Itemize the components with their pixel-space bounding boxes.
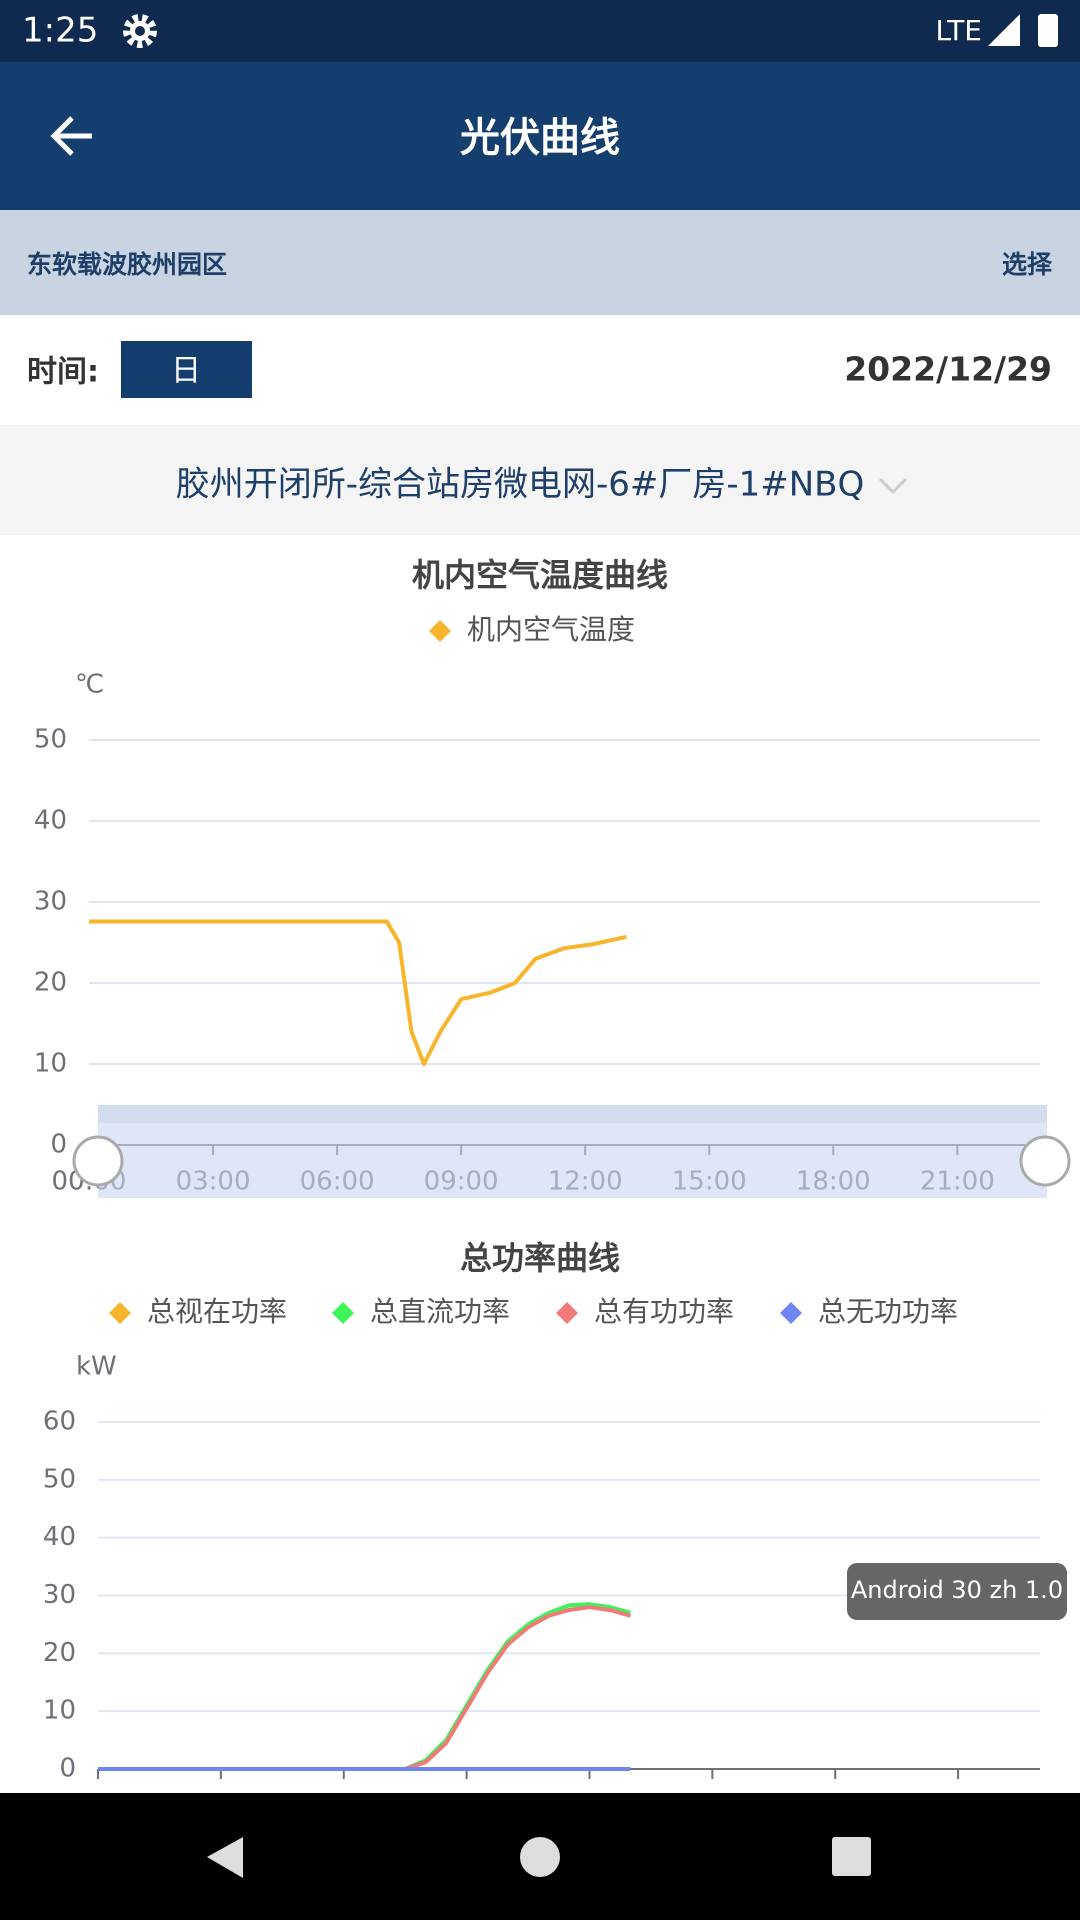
device-selector[interactable]: 胶州开闭所-综合站房微电网-6#厂房-1#NBQ bbox=[176, 465, 865, 505]
legend-marker bbox=[780, 1302, 802, 1324]
y-axis-unit: ℃ bbox=[75, 670, 104, 700]
zoom-bar bbox=[98, 1105, 1047, 1123]
legend-marker bbox=[429, 620, 451, 642]
series-line bbox=[98, 1602, 631, 1771]
legend-label: 总视在功率 bbox=[147, 1295, 287, 1328]
charts: 机内空气温度曲线℃0102030405000:0003:0006:0009:00… bbox=[34, 556, 1040, 1784]
legend-marker bbox=[332, 1302, 354, 1324]
status-time: 1:25 bbox=[22, 11, 98, 51]
time-label: 时间: bbox=[27, 355, 99, 390]
site-name: 东软载波胶州园区 bbox=[27, 250, 227, 279]
legend-marker bbox=[109, 1302, 131, 1324]
zoom-handle[interactable] bbox=[72, 1135, 124, 1187]
y-tick-label: 40 bbox=[34, 806, 67, 836]
series-line bbox=[89, 919, 627, 1066]
y-axis-unit: kW bbox=[76, 1352, 117, 1382]
chart-title: 机内空气温度曲线 bbox=[412, 556, 668, 594]
chart-title: 总功率曲线 bbox=[460, 1239, 620, 1277]
y-tick-label: 30 bbox=[43, 1580, 76, 1610]
y-tick-label: 50 bbox=[34, 725, 67, 755]
app-bar bbox=[0, 62, 1080, 210]
series-line bbox=[98, 1605, 631, 1771]
y-tick-label: 20 bbox=[34, 968, 67, 998]
legend-marker bbox=[556, 1302, 578, 1324]
settings-icon bbox=[123, 14, 157, 48]
signal-icon bbox=[988, 14, 1020, 46]
toast-text: Android 30 zh 1.0 bbox=[851, 1576, 1063, 1604]
page-title: 光伏曲线 bbox=[460, 115, 620, 161]
device-bar bbox=[0, 425, 1080, 535]
legend-label: 总无功功率 bbox=[818, 1295, 958, 1328]
toast bbox=[847, 1563, 1067, 1620]
y-tick-label: 10 bbox=[43, 1696, 76, 1726]
select-button[interactable]: 选择 bbox=[1002, 250, 1053, 279]
mode-button[interactable] bbox=[121, 341, 252, 398]
y-tick-label: 40 bbox=[43, 1522, 76, 1552]
legend-label: 总有功功率 bbox=[594, 1295, 734, 1328]
dropdown-icon bbox=[878, 477, 908, 495]
status-network: LTE bbox=[935, 14, 982, 47]
nav-home[interactable] bbox=[520, 1837, 560, 1877]
status-bar bbox=[0, 0, 1080, 62]
y-tick-label: 0 bbox=[59, 1754, 76, 1784]
y-tick-label: 60 bbox=[43, 1407, 76, 1437]
legend-label: 总直流功率 bbox=[370, 1295, 510, 1328]
site-bar bbox=[0, 210, 1080, 315]
series-line bbox=[98, 1605, 631, 1771]
date-picker[interactable]: 2022/12/29 bbox=[844, 350, 1052, 389]
nav-back[interactable] bbox=[207, 1837, 243, 1878]
mode-label[interactable]: 日 bbox=[171, 354, 201, 389]
y-tick-label: 0 bbox=[50, 1130, 67, 1160]
zoom-slider[interactable] bbox=[72, 1105, 1071, 1198]
y-tick-label: 30 bbox=[34, 887, 67, 917]
legend-label: 机内空气温度 bbox=[467, 613, 635, 646]
zoom-handle[interactable] bbox=[1019, 1135, 1071, 1187]
nav-recents[interactable] bbox=[832, 1837, 871, 1876]
back-button[interactable] bbox=[50, 116, 92, 156]
battery-icon bbox=[1038, 14, 1058, 47]
y-tick-label: 50 bbox=[43, 1464, 76, 1494]
y-tick-label: 10 bbox=[34, 1049, 67, 1079]
y-tick-label: 20 bbox=[43, 1638, 76, 1668]
